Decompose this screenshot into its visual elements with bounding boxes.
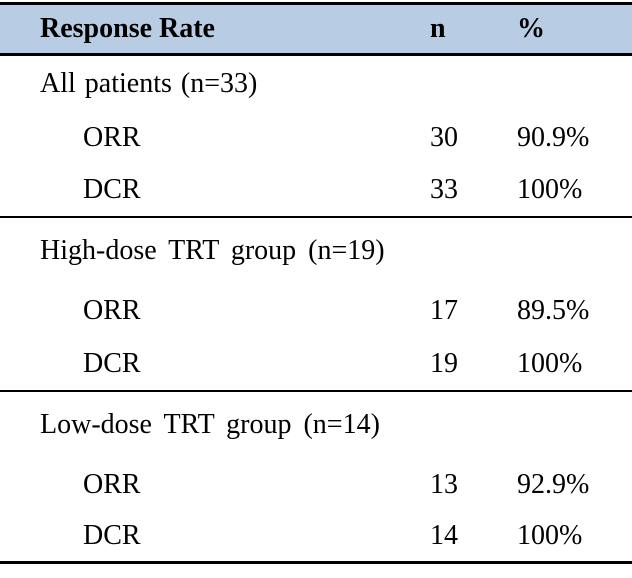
header-percent: % xyxy=(517,13,545,44)
n-value: 19 xyxy=(430,347,458,379)
group-label: Low-dose TRT group (n=14) xyxy=(40,409,380,440)
table-row: DCR 19 100% xyxy=(0,337,632,390)
n-value: 13 xyxy=(430,468,458,500)
n-value: 33 xyxy=(430,174,458,205)
row-label: ORR xyxy=(83,294,141,326)
pct-value: 90.9% xyxy=(517,122,590,153)
pct-value: 100% xyxy=(517,347,583,379)
section-divider xyxy=(0,216,632,218)
section-divider xyxy=(0,390,632,392)
group-label: High-dose TRT group (n=19) xyxy=(40,235,385,266)
table-row: ORR 30 90.9% xyxy=(0,112,632,164)
row-label: ORR xyxy=(83,468,141,500)
table-row: DCR 33 100% xyxy=(0,164,632,216)
n-value: 14 xyxy=(430,520,458,551)
table-row: ORR 13 92.9% xyxy=(0,458,632,511)
group-row-high-dose: High-dose TRT group (n=19) xyxy=(0,218,632,284)
n-value: 17 xyxy=(430,294,458,326)
group-row-low-dose: Low-dose TRT group (n=14) xyxy=(0,392,632,458)
row-label: DCR xyxy=(83,174,141,205)
group-label: All patients (n=33) xyxy=(40,68,258,99)
table-row: DCR 14 100% xyxy=(0,511,632,561)
pct-value: 100% xyxy=(517,520,583,551)
row-label: ORR xyxy=(83,122,141,153)
row-label: DCR xyxy=(83,520,141,551)
row-label: DCR xyxy=(83,347,141,379)
n-value: 30 xyxy=(430,122,458,153)
header-n: n xyxy=(430,13,446,44)
pct-value: 89.5% xyxy=(517,294,590,326)
group-row-all-patients: All patients (n=33) xyxy=(0,56,632,112)
pct-value: 100% xyxy=(517,174,583,205)
table-bottom-rule xyxy=(0,561,632,564)
table-header-row: Response Rate n % xyxy=(0,2,632,56)
response-rate-table: Response Rate n % All patients (n=33) OR… xyxy=(0,2,632,564)
pct-value: 92.9% xyxy=(517,468,590,500)
table-row: ORR 17 89.5% xyxy=(0,284,632,337)
header-response-rate: Response Rate xyxy=(40,13,215,44)
